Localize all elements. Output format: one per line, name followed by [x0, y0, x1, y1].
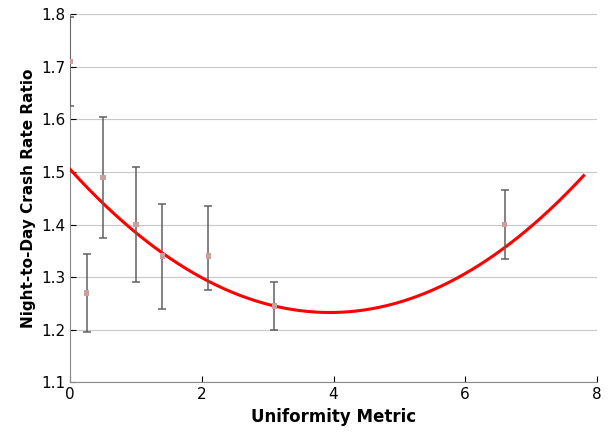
Point [500, 221, 509, 228]
Point [65, 58, 75, 65]
X-axis label: Uniformity Metric: Uniformity Metric [251, 408, 416, 426]
Point [270, 303, 279, 310]
Point [131, 221, 141, 228]
Point [82, 289, 92, 296]
Point [204, 253, 213, 260]
Y-axis label: Night-to-Day Crash Rate Ratio: Night-to-Day Crash Rate Ratio [21, 69, 35, 328]
Point [98, 174, 108, 181]
Point [157, 253, 167, 260]
